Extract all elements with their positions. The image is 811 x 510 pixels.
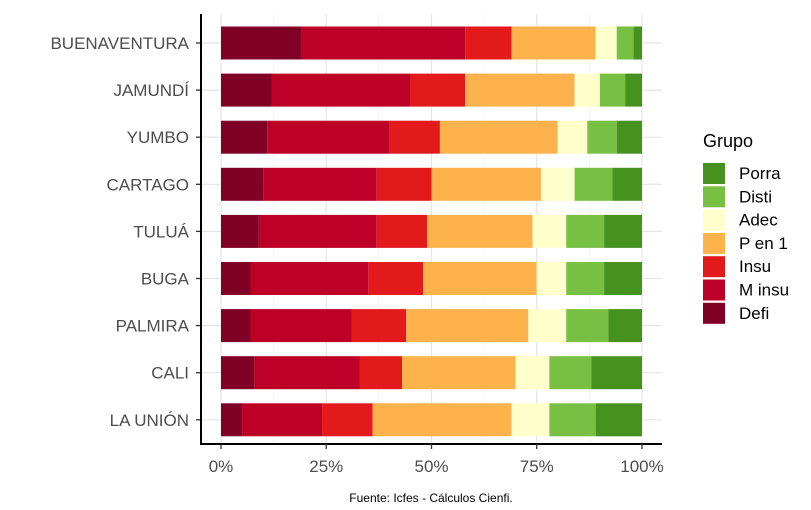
category-label: JAMUNDÍ (113, 81, 189, 100)
legend: Grupo Porra Disti Adec P en 1 Insu M insu Defi (703, 131, 789, 324)
bar-segment-insu (322, 403, 373, 437)
legend-swatch (703, 163, 725, 184)
bar-segment-disti (599, 73, 626, 107)
bar-segment-adec (532, 214, 567, 248)
x-axis-labels: 0% 25% 50% 75% 100% (209, 457, 664, 476)
bar-segment-insu (376, 167, 432, 201)
bar-segment-porra (604, 214, 642, 248)
bars (221, 26, 642, 437)
bar-segment-adec (540, 167, 575, 201)
bar-segment-porra (633, 26, 642, 60)
bar-segment-m-insu (300, 26, 466, 60)
bar-segment-porra (591, 356, 642, 390)
category-label: CARTAGO (107, 175, 190, 194)
bar-segment-adec (515, 356, 550, 390)
category-label: YUMBO (127, 128, 189, 147)
bar-segment-p-en-1 (465, 73, 575, 107)
axes (196, 14, 662, 449)
bar-segment-adec (574, 73, 600, 107)
bar-segment-porra (612, 167, 642, 201)
bar-segment-porra (604, 262, 642, 295)
bar-segment-insu (389, 120, 440, 154)
legend-label: Adec (739, 211, 778, 230)
bar-segment-p-en-1 (439, 120, 558, 154)
x-tick-label: 75% (520, 457, 554, 476)
category-label: PALMIRA (116, 317, 190, 336)
bar-segment-insu (465, 26, 512, 60)
y-axis-labels: BUENAVENTURA JAMUNDÍ YUMBO CARTAGO TULUÁ BUGA… (50, 34, 189, 430)
bar-segment-insu (359, 356, 403, 390)
bar-segment-m-insu (271, 73, 411, 107)
bar-segment-defi (221, 167, 264, 201)
category-label: LA UNIÓN (110, 411, 189, 430)
bar-segment-porra (608, 309, 642, 343)
legend-swatch (703, 232, 725, 254)
bar-segment-porra (625, 73, 642, 107)
bar-segment-defi (221, 309, 251, 343)
bar-segment-p-en-1 (427, 214, 533, 248)
bar-segment-defi (221, 356, 255, 390)
bar-segment-disti (587, 120, 617, 154)
legend-swatch (703, 186, 725, 208)
bar-segment-adec (511, 403, 550, 437)
caption: Fuente: Icfes - Cálculos Cienfi. (349, 491, 512, 505)
bar-segment-defi (221, 73, 272, 107)
bar-segment-m-insu (250, 309, 352, 343)
bar-segment-adec (528, 309, 567, 343)
bar-segment-p-en-1 (423, 262, 537, 295)
x-tick-label: 50% (414, 457, 448, 476)
bar-segment-disti (549, 356, 592, 390)
category-label: BUENAVENTURA (50, 34, 189, 53)
bar-segment-insu (376, 214, 428, 248)
bar-segment-defi (221, 214, 259, 248)
legend-label: Disti (739, 187, 772, 206)
x-tick-label: 100% (620, 457, 663, 476)
legend-swatch (703, 302, 725, 324)
legend-label: Defi (739, 304, 769, 323)
bar-segment-disti (566, 262, 605, 295)
bar-segment-adec (595, 26, 617, 60)
bar-segment-porra (616, 120, 642, 154)
x-tick-label: 0% (209, 457, 234, 476)
bar-segment-p-en-1 (402, 356, 516, 390)
bar-segment-defi (221, 262, 251, 295)
legend-label: Insu (739, 257, 771, 276)
bar-segment-defi (221, 26, 301, 60)
legend-label: M insu (739, 281, 789, 300)
x-tick-label: 25% (309, 457, 343, 476)
bar-segment-m-insu (254, 356, 360, 390)
bar-segment-insu (351, 309, 407, 343)
bar-segment-disti (566, 309, 609, 343)
bar-segment-p-en-1 (431, 167, 541, 201)
legend-swatch (703, 209, 725, 231)
legend-title: Grupo (703, 131, 753, 151)
category-label: BUGA (141, 270, 190, 289)
legend-label: Porra (739, 164, 781, 183)
bar-segment-insu (368, 262, 424, 295)
legend-swatch (703, 256, 725, 278)
legend-swatch (703, 279, 725, 301)
bar-segment-adec (536, 262, 567, 295)
bar-segment-m-insu (250, 262, 369, 295)
bar-segment-disti (549, 403, 596, 437)
bar-segment-p-en-1 (372, 403, 512, 437)
bar-segment-insu (410, 73, 466, 107)
bar-segment-p-en-1 (511, 26, 596, 60)
bar-segment-m-insu (242, 403, 323, 437)
bar-segment-defi (221, 120, 268, 154)
bar-segment-m-insu (258, 214, 377, 248)
bar-segment-m-insu (267, 120, 390, 154)
bar-segment-defi (221, 403, 243, 437)
bar-segment-m-insu (263, 167, 377, 201)
bar-segment-porra (595, 403, 642, 437)
category-label: TULUÁ (133, 222, 189, 241)
bar-segment-disti (616, 26, 634, 60)
bar-segment-p-en-1 (406, 309, 529, 343)
bar-segment-disti (566, 214, 605, 248)
bar-segment-adec (557, 120, 588, 154)
bar-segment-disti (574, 167, 613, 201)
legend-label: P en 1 (739, 234, 788, 253)
category-label: CALI (151, 364, 189, 383)
